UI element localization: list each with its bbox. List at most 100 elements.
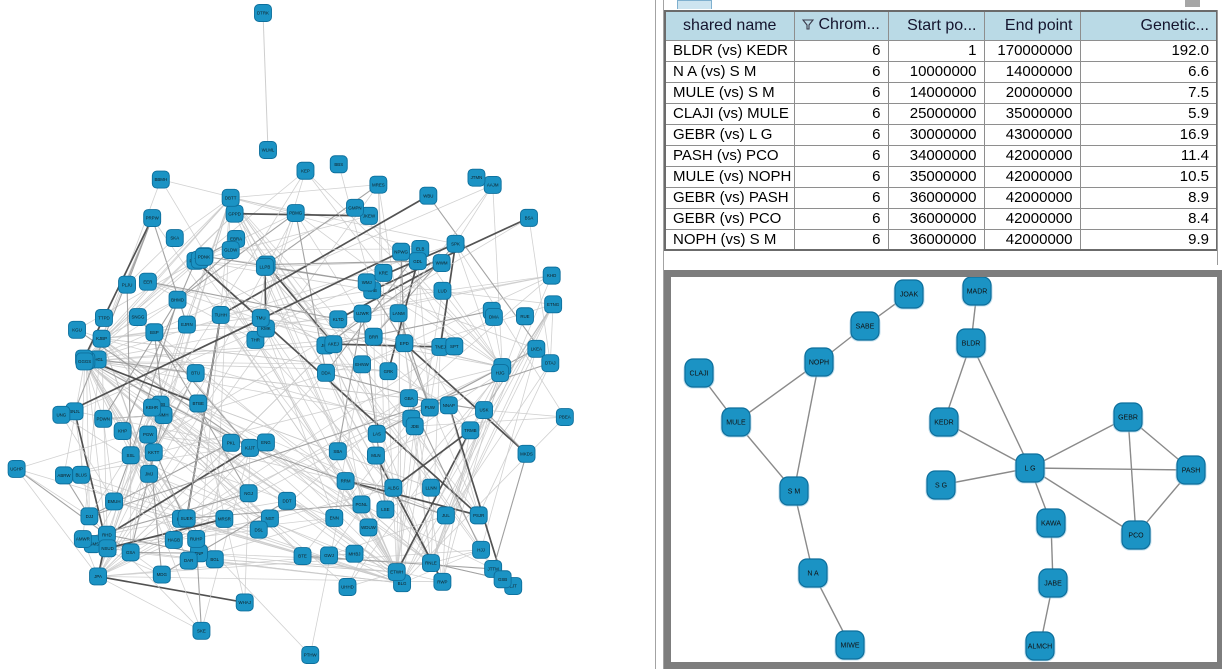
network-node[interactable]: TMU (251, 309, 270, 328)
cell-shared-name[interactable]: MULE (vs) NOPH (664, 165, 795, 188)
cell-start-position[interactable]: 30000000 (887, 123, 985, 146)
network-edge[interactable] (1029, 416, 1129, 469)
cell-end-point[interactable]: 20000000 (983, 81, 1081, 104)
column-header-end-point[interactable]: End point (983, 10, 1081, 41)
network-node[interactable]: MIWE (834, 630, 866, 661)
network-node[interactable]: DTRK (254, 4, 272, 22)
network-node[interactable]: LLPB (255, 257, 274, 276)
network-node[interactable]: NSUD (98, 539, 117, 558)
table-row[interactable]: GEBR (vs) L G 6 30000000 43000000 16.9 (664, 123, 1218, 146)
network-node[interactable]: KRE (374, 263, 393, 282)
network-node[interactable]: SPK (446, 234, 465, 253)
subnetwork-canvas[interactable]: JOAK MADR SABE BLDR NOPH CLAJI GEBR KEDR MULE L G… (671, 277, 1217, 662)
cell-end-point[interactable]: 43000000 (983, 123, 1081, 146)
network-node[interactable]: PLJU (118, 275, 137, 294)
cell-genetic[interactable]: 10.5 (1079, 165, 1218, 188)
cell-end-point[interactable]: 42000000 (983, 228, 1081, 251)
network-edge[interactable] (1029, 467, 1192, 471)
network-node[interactable]: PASH (1175, 455, 1207, 486)
table-row[interactable]: MULE (vs) NOPH 6 35000000 42000000 10.5 (664, 165, 1218, 188)
network-node[interactable]: S M (778, 476, 810, 507)
network-node[interactable]: GSA (121, 543, 140, 562)
network-node[interactable]: PGNL (352, 495, 371, 514)
network-node[interactable]: KBHR (143, 398, 161, 417)
network-node[interactable]: ENN (325, 508, 344, 527)
cell-start-position[interactable]: 14000000 (887, 81, 985, 104)
filter-funnel-icon[interactable] (801, 17, 814, 35)
network-node[interactable]: HAGB (164, 530, 183, 549)
cell-chromosome[interactable]: 6 (793, 39, 889, 62)
network-edge[interactable] (1127, 416, 1137, 536)
network-node[interactable]: BRR (364, 327, 383, 346)
cell-shared-name[interactable]: GEBR (vs) L G (664, 123, 795, 146)
network-node[interactable]: JPA (89, 567, 108, 586)
network-node[interactable]: ETNG (544, 295, 563, 314)
cell-start-position[interactable]: 10000000 (887, 60, 985, 83)
network-node[interactable]: AAJM (483, 176, 502, 194)
network-node[interactable]: PDWN (94, 409, 113, 428)
network-node[interactable]: GRK (379, 362, 398, 381)
table-row[interactable]: BLDR (vs) KEDR 6 1 170000000 192.0 (664, 39, 1218, 62)
network-node[interactable]: GSB (493, 570, 512, 589)
main-network-canvas[interactable]: DTRKWLMLPGNLPKDSLHGLKJBPPGWMRESTHRMHBJDJ… (0, 0, 655, 669)
network-node[interactable]: SBA (328, 442, 347, 461)
cell-end-point[interactable]: 42000000 (983, 207, 1081, 230)
column-header-shared-name[interactable]: shared name (664, 10, 795, 41)
network-node[interactable]: GLDW (221, 241, 240, 259)
network-node[interactable]: BSP (145, 323, 164, 342)
cell-chromosome[interactable]: 6 (793, 144, 889, 167)
network-node[interactable]: LUD (433, 281, 452, 300)
network-node[interactable]: MADR (961, 277, 993, 307)
network-node[interactable]: ENG (256, 433, 275, 452)
network-node[interactable]: SSL (121, 446, 140, 465)
cell-shared-name[interactable]: MULE (vs) S M (664, 81, 795, 104)
table-row[interactable]: N A (vs) S M 6 10000000 14000000 6.6 (664, 60, 1218, 83)
network-node[interactable]: RUHP (187, 529, 206, 548)
cell-chromosome[interactable]: 6 (793, 60, 889, 83)
network-node[interactable]: EHNW (353, 355, 371, 374)
cell-shared-name[interactable]: N A (vs) S M (664, 60, 795, 83)
table-row[interactable]: CLAJI (vs) MULE 6 25000000 35000000 5.9 (664, 102, 1218, 125)
network-node[interactable]: WDUW (359, 518, 378, 537)
cell-chromosome[interactable]: 6 (793, 123, 889, 146)
network-node[interactable]: DDT (278, 491, 296, 510)
network-node[interactable]: UHHD (338, 578, 357, 596)
network-node[interactable]: KKTT (144, 443, 163, 462)
network-node[interactable]: KJBP (92, 329, 111, 348)
table-scrollbar-thumb[interactable] (1185, 0, 1200, 7)
network-node[interactable]: PSJR (469, 506, 488, 525)
network-node[interactable]: JOAK (893, 279, 925, 310)
cell-chromosome[interactable]: 6 (793, 186, 889, 209)
network-node[interactable]: ALBG (384, 478, 403, 497)
network-node[interactable]: NOPH (803, 347, 835, 378)
cell-genetic[interactable]: 8.9 (1079, 186, 1218, 209)
table-row[interactable]: NOPH (vs) S M 6 36000000 42000000 9.9 (664, 228, 1218, 251)
cell-end-point[interactable]: 42000000 (983, 165, 1081, 188)
network-node[interactable]: GPPD (225, 204, 244, 223)
network-node[interactable]: KLTD (329, 310, 348, 329)
network-node[interactable]: BTE (293, 547, 312, 566)
network-node[interactable]: DAR (179, 551, 198, 570)
network-node[interactable]: DBTT (221, 188, 240, 207)
network-node[interactable]: JMJ (140, 464, 159, 483)
network-node[interactable]: SUER (177, 509, 196, 528)
network-node[interactable]: SNGG (128, 308, 147, 327)
network-node[interactable]: BLDR (955, 328, 987, 359)
network-node[interactable]: GMPN (346, 198, 364, 217)
network-edge[interactable] (1029, 467, 1137, 536)
column-header-genetic[interactable]: Genetic... (1079, 10, 1218, 41)
cell-end-point[interactable]: 42000000 (983, 144, 1081, 167)
network-node[interactable]: GDL (408, 252, 427, 271)
network-node[interactable]: BBS (329, 155, 348, 174)
network-node[interactable]: MRES (369, 175, 388, 194)
cell-end-point[interactable]: 35000000 (983, 102, 1081, 125)
network-node[interactable]: PBMG (286, 204, 305, 223)
network-node[interactable]: BBMH (151, 170, 170, 189)
network-node[interactable]: TUHH (211, 306, 230, 324)
network-node[interactable]: MRSR (215, 509, 234, 528)
network-node[interactable]: MLN (366, 446, 385, 465)
network-node[interactable]: HJJ (472, 540, 491, 559)
network-node[interactable]: SABE (849, 311, 881, 342)
cell-start-position[interactable]: 35000000 (887, 165, 985, 188)
network-node[interactable]: TRMB (461, 421, 480, 440)
